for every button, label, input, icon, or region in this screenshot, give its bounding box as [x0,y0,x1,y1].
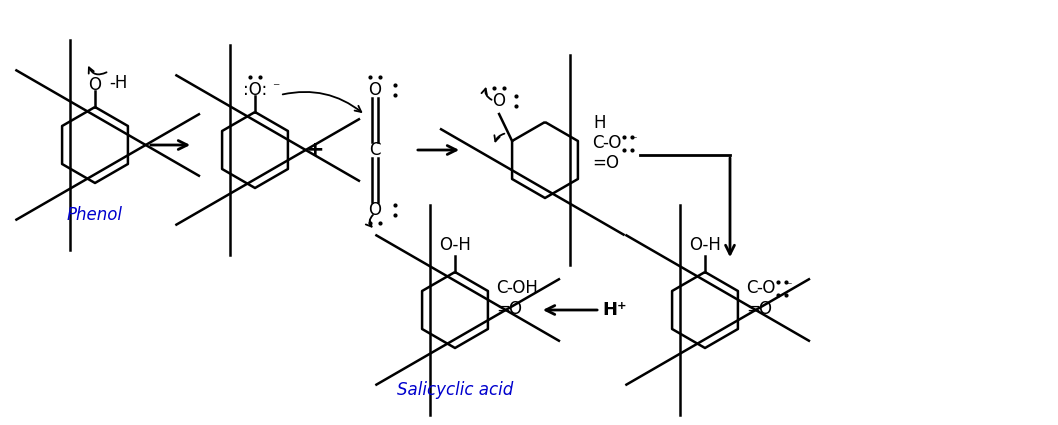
Text: =: = [496,300,510,318]
Text: C: C [369,141,381,159]
Text: O: O [368,201,382,219]
Text: C: C [591,134,603,152]
Text: -H: -H [109,74,127,92]
Text: -OH: -OH [506,279,537,297]
Text: O: O [89,76,102,94]
Text: H: H [594,114,606,132]
Text: ⁻: ⁻ [785,280,791,294]
Text: Salicyclic acid: Salicyclic acid [397,381,513,399]
Text: -O: -O [602,134,621,152]
Text: ⁻: ⁻ [630,134,637,147]
Text: O: O [508,300,521,318]
Text: :O:: :O: [243,81,267,99]
Text: O: O [605,154,618,172]
Text: +: + [306,140,325,160]
Text: Phenol: Phenol [67,206,123,224]
Text: O-H: O-H [439,236,471,254]
Text: H⁺: H⁺ [603,301,627,319]
Text: O: O [493,92,506,110]
Text: O-H: O-H [689,236,720,254]
Text: O: O [368,81,382,99]
Text: ⁻: ⁻ [272,81,279,95]
Text: C: C [746,279,758,297]
Text: =: = [746,300,760,318]
Text: =: = [591,154,606,172]
Text: -O: -O [755,279,776,297]
Text: C: C [496,279,508,297]
Text: O: O [758,300,771,318]
